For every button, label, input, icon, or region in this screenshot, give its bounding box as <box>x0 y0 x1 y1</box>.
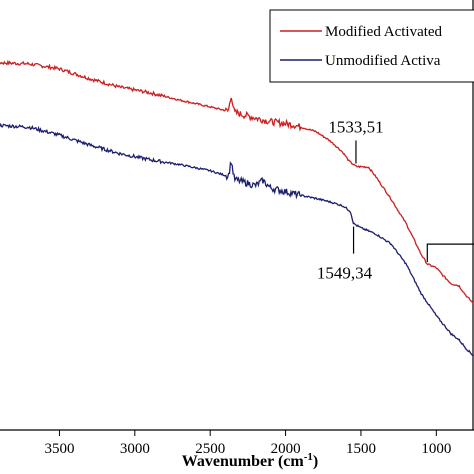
annotation-label-unmodified: 1549,34 <box>317 264 373 283</box>
series-layer <box>0 59 474 357</box>
series-line-modified <box>0 59 474 305</box>
x-axis-title: Wavenumber (cm-1) <box>182 451 318 470</box>
x-axis-title-close: ) <box>313 453 318 470</box>
annotation-label-modified: 1533,51 <box>328 117 383 136</box>
annotations: 1533,51 1549,34 <box>317 117 474 283</box>
x-tick-label: 1000 <box>421 441 451 457</box>
legend: Modified Activated Unmodified Activa <box>269 9 474 83</box>
x-tick-label: 3000 <box>120 441 150 457</box>
legend-box <box>269 9 474 83</box>
series-line-unmodified <box>0 122 474 357</box>
annotation-bracket <box>426 243 474 263</box>
x-tick-label: 2000 <box>271 441 301 457</box>
x-axis-title-main: Wavenumber (cm <box>182 453 305 470</box>
x-axis-title-sup: -1 <box>304 451 313 463</box>
x-tick-label: 2500 <box>195 441 225 457</box>
legend-label-unmodified: Unmodified Activa <box>325 53 441 69</box>
x-tick-label: 3500 <box>44 441 74 457</box>
legend-label-modified: Modified Activated <box>325 24 443 40</box>
x-tick-label: 1500 <box>346 441 376 457</box>
x-ticks: 3500 3000 2500 2000 1500 1000 <box>44 430 451 457</box>
